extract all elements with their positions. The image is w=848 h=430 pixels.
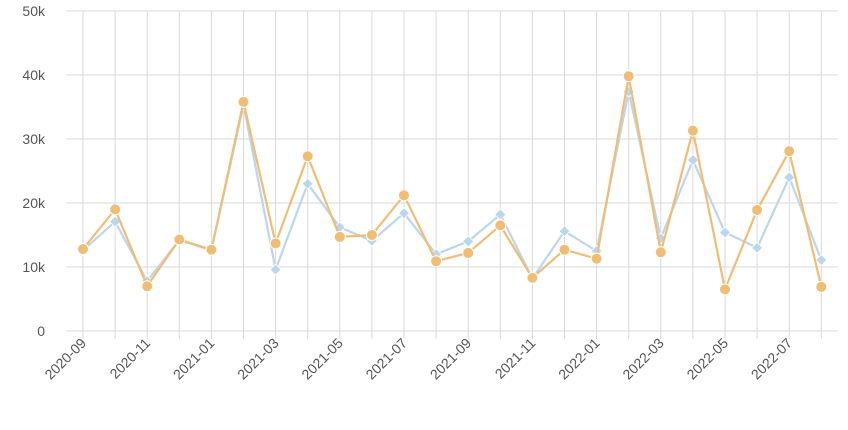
- data-point-circle: [622, 70, 635, 83]
- data-point-circle: [301, 150, 314, 163]
- data-point-diamond: [301, 177, 314, 190]
- data-point-diamond: [686, 154, 699, 167]
- data-point-circle: [815, 280, 828, 293]
- data-point-circle: [173, 233, 186, 246]
- data-point-circle: [558, 243, 571, 256]
- data-point-diamond: [783, 171, 796, 184]
- y-tick-label: 50k: [22, 3, 46, 19]
- grid: [66, 10, 838, 339]
- x-tick-label: 2021-03: [234, 335, 282, 383]
- y-axis: 0 10k 20k 30k 40k 50k: [22, 3, 46, 339]
- x-tick-label: 2020-11: [106, 335, 153, 382]
- y-tick-label: 10k: [22, 259, 46, 275]
- data-point-diamond: [558, 225, 571, 238]
- data-point-circle: [686, 124, 699, 137]
- x-tick-label: 2021-07: [362, 335, 410, 383]
- series-line: [82, 90, 823, 283]
- x-tick-label: 2021-01: [170, 335, 218, 383]
- data-point-circle: [783, 145, 796, 158]
- data-point-diamond: [397, 207, 411, 220]
- data-point-circle: [205, 243, 218, 256]
- x-tick-label: 2022-03: [619, 335, 667, 383]
- series-line: [82, 75, 823, 291]
- data-point-diamond: [718, 226, 732, 239]
- data-point-circle: [494, 219, 507, 232]
- x-tick-label: 2021-09: [427, 335, 475, 383]
- data-point-circle: [269, 237, 282, 250]
- x-tick-label: 2021-05: [298, 335, 346, 383]
- data-point-diamond: [751, 241, 764, 254]
- y-tick-label: 30k: [22, 131, 46, 147]
- data-point-circle: [365, 229, 378, 241]
- data-point-diamond: [815, 253, 828, 267]
- series-1: [77, 70, 828, 296]
- series-group: [76, 70, 828, 296]
- data-point-circle: [237, 95, 250, 108]
- y-tick-label: 20k: [22, 195, 46, 211]
- data-point-circle: [590, 252, 603, 265]
- data-point-circle: [141, 280, 154, 293]
- data-point-circle: [430, 255, 443, 268]
- data-point-diamond: [462, 235, 475, 248]
- y-tick-label: 40k: [22, 67, 46, 83]
- x-tick-label: 2022-05: [683, 335, 731, 383]
- x-tick-label: 2022-07: [748, 335, 796, 383]
- data-point-circle: [77, 243, 89, 256]
- data-point-circle: [526, 271, 539, 284]
- data-point-diamond: [269, 263, 282, 276]
- data-point-circle: [654, 246, 667, 259]
- x-tick-label: 2022-01: [555, 335, 603, 383]
- data-point-circle: [751, 204, 764, 217]
- y-tick-label: 0: [37, 323, 45, 339]
- x-axis: 2020-09 2020-11 2021-01 2021-03 2021-05 2021-…: [41, 335, 795, 383]
- data-point-circle: [719, 283, 731, 296]
- data-point-circle: [398, 189, 410, 202]
- x-tick-label: 2021-11: [492, 335, 539, 382]
- x-tick-label: 2020-09: [41, 335, 89, 383]
- data-point-circle: [109, 203, 122, 216]
- data-point-circle: [462, 246, 475, 259]
- data-point-circle: [333, 230, 346, 243]
